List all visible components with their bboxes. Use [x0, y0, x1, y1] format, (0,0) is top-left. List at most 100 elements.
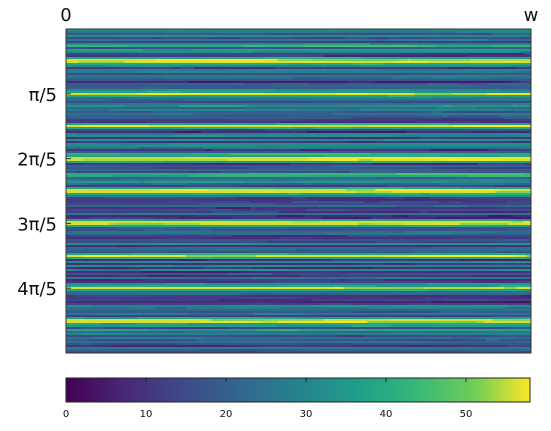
heatmap-cell-streak: [133, 275, 183, 278]
heatmap-cell-streak: [67, 201, 168, 204]
heatmap-cell-streak: [306, 197, 386, 200]
heatmap-cell-streak: [149, 311, 202, 314]
heatmap-cell-streak: [242, 261, 352, 264]
heatmap-row: [66, 107, 531, 110]
heatmap-row: [66, 99, 531, 102]
heatmap-cell-streak: [397, 75, 527, 78]
heatmap-cell-streak: [355, 49, 416, 52]
heatmap-cell-streak: [183, 39, 230, 42]
heatmap-cell-streak: [239, 163, 352, 166]
x-tick-label: 0: [60, 5, 71, 26]
heatmap-cell-streak: [439, 311, 476, 314]
heatmap-cell-streak: [504, 127, 531, 130]
heatmap-cell-streak: [115, 129, 186, 132]
heatmap-cell-streak: [243, 239, 338, 242]
heatmap-cell-streak: [516, 123, 531, 126]
heatmap-cell-streak: [291, 115, 418, 118]
heatmap-cell-streak: [79, 315, 157, 318]
heatmap-cell-streak: [258, 133, 324, 136]
heatmap-cell-streak: [298, 89, 339, 92]
heatmap-cell-streak: [392, 305, 427, 308]
heatmap-cell-streak: [444, 249, 531, 252]
heatmap-cell-streak: [79, 179, 123, 182]
heatmap-cell-streak: [353, 33, 467, 36]
heatmap-cell-streak: [497, 207, 531, 210]
heatmap-cell-streak: [521, 295, 531, 298]
heatmap-cell-streak: [458, 83, 488, 86]
heatmap-cell-streak: [324, 155, 440, 158]
heatmap-cell-streak: [341, 111, 431, 114]
heatmap-cell-streak: [346, 35, 412, 38]
heatmap-cell-streak: [302, 341, 422, 344]
heatmap-cell-streak: [432, 77, 489, 80]
heatmap-cell-streak: [466, 133, 531, 136]
heatmap-cell-streak: [95, 155, 183, 158]
heatmap-cell-streak: [193, 67, 274, 70]
heatmap-row: [66, 145, 531, 148]
heatmap-cell-streak: [468, 53, 525, 56]
heatmap-cell-streak: [432, 335, 531, 338]
heatmap-cell-streak: [129, 253, 258, 256]
heatmap-cell-streak: [353, 311, 483, 314]
heatmap-cell-streak: [381, 91, 460, 94]
heatmap-cell-streak: [224, 161, 298, 164]
heatmap-cell-streak: [299, 97, 433, 100]
heatmap-cell-streak: [94, 313, 188, 316]
heatmap-cell-streak: [204, 61, 281, 64]
heatmap-cell-streak: [86, 93, 123, 96]
heatmap-cell-streak: [91, 185, 139, 188]
x-tick-label: w: [524, 5, 539, 26]
heatmap-cell-streak: [364, 85, 477, 88]
heatmap-cell-streak: [342, 229, 424, 232]
heatmap-cell-streak: [121, 153, 193, 156]
heatmap-cell-streak: [477, 297, 511, 300]
heatmap-cell-streak: [142, 145, 254, 148]
heatmap-cell-streak: [471, 63, 504, 66]
heatmap-cell-streak: [403, 35, 455, 38]
heatmap-cell-streak: [77, 141, 158, 144]
heatmap-row: [66, 255, 531, 258]
heatmap-cell-streak: [89, 217, 154, 220]
heatmap-cell-streak: [216, 129, 266, 132]
heatmap-cell-streak: [79, 147, 140, 150]
heatmap-cell-streak: [454, 91, 531, 94]
heatmap-cell-streak: [343, 287, 425, 290]
heatmap-cell-streak: [178, 311, 244, 314]
heatmap-cell-streak: [422, 287, 481, 290]
heatmap-cell-streak: [170, 123, 295, 126]
heatmap-cell-streak: [486, 93, 531, 96]
heatmap-cell-streak: [433, 103, 504, 106]
heatmap-cell-streak: [325, 65, 361, 68]
heatmap-cell-streak: [342, 291, 479, 294]
heatmap-cell-streak: [387, 87, 476, 90]
heatmap-cell-streak: [279, 129, 371, 132]
heatmap-cell-streak: [240, 325, 278, 328]
heatmap-cell-streak: [215, 127, 294, 130]
colorbar-tick-label: 40: [380, 409, 393, 420]
y-axis: π/5 2π/5 3π/5 4π/5: [17, 85, 71, 300]
heatmap-cell-streak: [320, 283, 386, 286]
heatmap-cell-streak: [110, 345, 239, 348]
heatmap-cell-streak: [357, 243, 490, 246]
heatmap-cell-streak: [120, 201, 259, 204]
heatmap-cell-streak: [204, 95, 316, 98]
heatmap-row: [66, 243, 531, 246]
heatmap-row: [66, 223, 531, 226]
heatmap-cell-streak: [456, 31, 531, 34]
heatmap-cell-streak: [464, 285, 531, 288]
heatmap-cell-streak: [413, 219, 531, 222]
heatmap-cell-streak: [336, 335, 365, 338]
heatmap-cell-streak: [68, 215, 194, 218]
heatmap-plot-area: [66, 29, 531, 353]
heatmap-cell-streak: [198, 349, 295, 352]
heatmap-cell-streak: [175, 101, 315, 104]
heatmap-cell-streak: [238, 185, 320, 188]
y-tick-label: 3π/5: [17, 214, 57, 235]
heatmap-cell-streak: [451, 351, 520, 353]
heatmap-cell-streak: [122, 299, 187, 302]
heatmap-cell-streak: [108, 109, 246, 112]
heatmap-cell-streak: [139, 71, 228, 74]
heatmap-cell-streak: [451, 237, 531, 240]
heatmap-cell-streak: [371, 223, 404, 226]
heatmap-cell-streak: [209, 155, 308, 158]
